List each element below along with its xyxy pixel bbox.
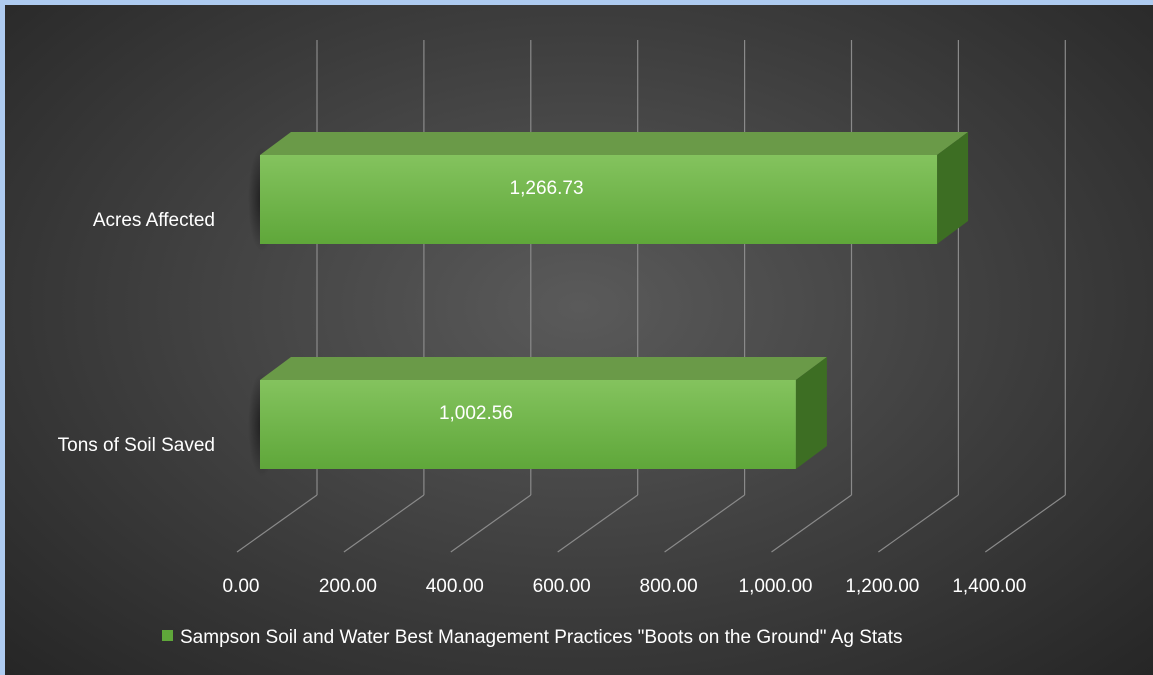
bar-side-face bbox=[937, 132, 969, 244]
x-tick-label: 0.00 bbox=[223, 576, 260, 597]
floor-gridline bbox=[557, 494, 639, 553]
legend-swatch bbox=[162, 630, 173, 641]
labels: 0.00 200.00 400.00 600.00 800.00 1,000.00 1,20… bbox=[58, 178, 1027, 597]
data-label: 1,266.73 bbox=[510, 178, 584, 199]
floor-gridline bbox=[343, 494, 425, 553]
bars bbox=[248, 132, 969, 477]
legend: Sampson Soil and Water Best Management P… bbox=[162, 627, 903, 648]
x-tick-label: 800.00 bbox=[640, 576, 698, 597]
floor-gridline bbox=[664, 494, 745, 553]
bar-front bbox=[260, 380, 796, 469]
x-tick-label: 1,000.00 bbox=[739, 576, 813, 597]
x-tick-label: 400.00 bbox=[426, 576, 484, 597]
data-label: 1,002.56 bbox=[439, 403, 513, 424]
legend-label: Sampson Soil and Water Best Management P… bbox=[180, 627, 903, 648]
x-tick-label: 1,200.00 bbox=[845, 576, 919, 597]
x-tick-label: 200.00 bbox=[319, 576, 377, 597]
category-label: Tons of Soil Saved bbox=[58, 435, 215, 456]
floor-gridline bbox=[984, 494, 1066, 553]
floor-gridline bbox=[878, 494, 959, 553]
x-tick-label: 600.00 bbox=[533, 576, 591, 597]
floor-gridline bbox=[236, 494, 318, 553]
category-label: Acres Affected bbox=[93, 210, 215, 231]
floor-gridline bbox=[450, 494, 532, 553]
chart-area: 0.00 200.00 400.00 600.00 800.00 1,000.00 1,20… bbox=[5, 5, 1153, 675]
bar-chart: 0.00 200.00 400.00 600.00 800.00 1,000.00 1,20… bbox=[58, 40, 1066, 648]
bar-top-face bbox=[260, 132, 969, 155]
bar-front bbox=[260, 155, 938, 244]
floor-gridline bbox=[771, 494, 852, 553]
gridlines bbox=[236, 40, 1066, 553]
x-tick-label: 1,400.00 bbox=[952, 576, 1026, 597]
bar-top-face bbox=[260, 357, 827, 380]
bar-side-face bbox=[795, 357, 827, 469]
